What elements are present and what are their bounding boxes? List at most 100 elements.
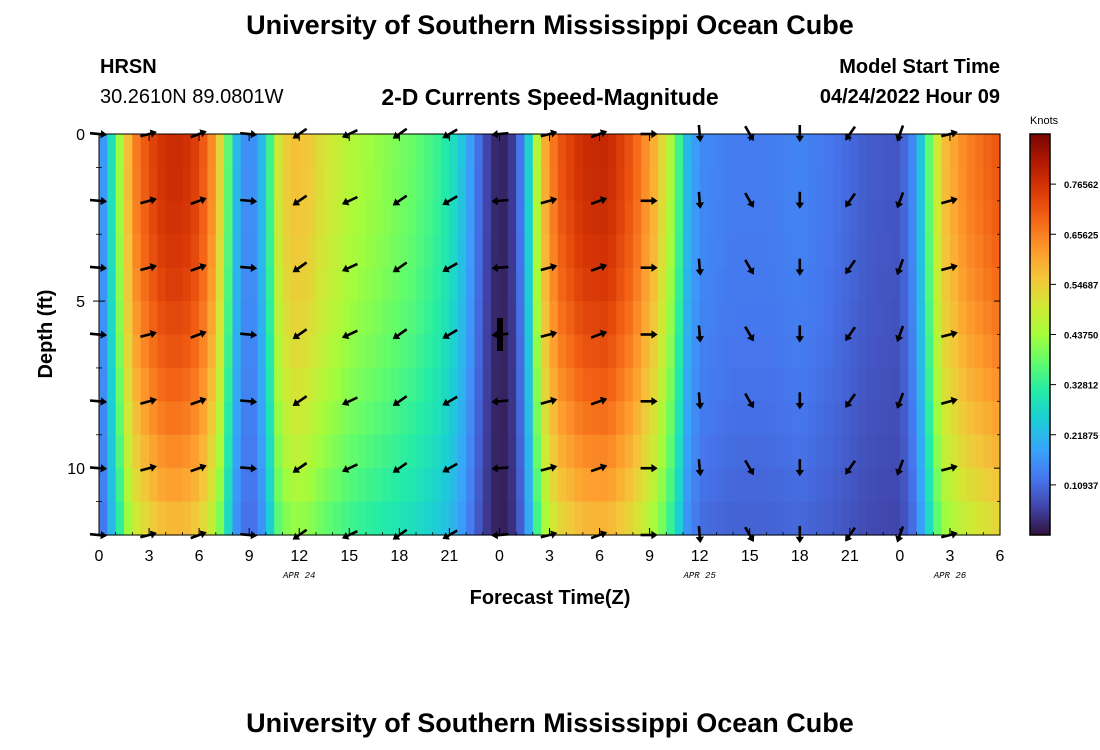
heatmap-cell (624, 267, 634, 302)
heatmap-cell (624, 234, 634, 269)
heatmap-cell (774, 167, 784, 202)
heatmap-cell (966, 267, 976, 302)
heatmap-cell (307, 501, 317, 536)
current-vector-arrow (695, 258, 704, 276)
heatmap-cell (99, 334, 108, 369)
current-vector-arrow (392, 528, 408, 540)
heatmap-cell (157, 134, 167, 169)
heatmap-cell (324, 501, 334, 536)
heatmap-cell (808, 167, 818, 202)
heatmap-cell (783, 367, 793, 402)
heatmap-cell (357, 434, 367, 469)
heatmap-cell (899, 234, 909, 269)
x-tick-label: 0 (95, 548, 104, 565)
heatmap-cell (274, 434, 284, 469)
heatmap-cell (491, 501, 501, 536)
heatmap-cell (449, 234, 459, 269)
heatmap-cell (441, 434, 450, 469)
heatmap-cell (299, 234, 309, 269)
heatmap-cell (949, 401, 959, 436)
heatmap-cell (699, 334, 709, 369)
current-vector-arrow (640, 397, 658, 406)
heatmap-cell (841, 367, 851, 402)
current-vector-arrow (540, 263, 558, 272)
heatmap-cell (466, 234, 476, 269)
heatmap-cell (966, 301, 976, 336)
heatmap-cell (649, 200, 659, 235)
heatmap-cell (157, 200, 167, 235)
heatmap-cell (849, 134, 859, 169)
heatmap-cell (933, 434, 943, 469)
x-tick-label: 21 (440, 548, 458, 565)
heatmap-cell (199, 334, 209, 369)
heatmap-cell (783, 267, 793, 302)
heatmap-cell (174, 434, 184, 469)
current-vector-arrow (392, 261, 408, 273)
heatmap-cell (641, 200, 651, 235)
heatmap-cell (933, 234, 943, 269)
colorbar-tick-label: 0.76562 (1064, 180, 1098, 191)
heatmap-cell (541, 134, 551, 169)
heatmap-cell (499, 301, 509, 336)
heatmap-cell (474, 434, 484, 469)
heatmap-cell (190, 401, 200, 436)
heatmap-cell (349, 301, 359, 336)
heatmap-cell (382, 367, 392, 402)
heatmap-cell (541, 200, 551, 235)
heatmap-cell (374, 167, 384, 202)
current-vector-arrow (392, 328, 408, 340)
heatmap-cell (557, 367, 567, 402)
heatmap-cell (574, 200, 584, 235)
heatmap-cell (399, 301, 409, 336)
heatmap-cell (841, 267, 851, 302)
heatmap-cell (107, 434, 117, 469)
current-vector-arrow (491, 397, 509, 406)
heatmap-cell (566, 200, 576, 235)
heatmap-cell (958, 234, 968, 269)
heatmap-cell (315, 267, 325, 302)
heatmap-cell (424, 501, 434, 536)
heatmap-cell (866, 334, 876, 369)
heatmap-cell (149, 267, 158, 302)
heatmap-cell (808, 234, 818, 269)
heatmap-cell (190, 267, 200, 302)
heatmap-cell (566, 134, 576, 169)
heatmap-cell (941, 367, 951, 402)
current-vector-arrow (341, 396, 358, 406)
current-vector-arrow (442, 529, 458, 540)
heatmap-cell (641, 468, 651, 503)
heatmap-cell (833, 200, 843, 235)
heatmap-cell (991, 434, 1001, 469)
heatmap-cell (190, 367, 200, 402)
heatmap-cell (157, 501, 167, 536)
heatmap-cell (499, 167, 509, 202)
heatmap-cell (207, 301, 217, 336)
heatmap-cell (399, 167, 409, 202)
heatmap-cell (649, 434, 659, 469)
heatmap-cell (282, 501, 292, 536)
heatmap-cell (607, 200, 617, 235)
heatmap-cell (399, 134, 409, 169)
heatmap-cell (240, 501, 250, 536)
heatmap-cell (824, 267, 834, 302)
heatmap-cell (532, 367, 542, 402)
heatmap-cell (816, 401, 826, 436)
heatmap-cell (432, 167, 442, 202)
heatmap-cell (124, 367, 133, 402)
heatmap-cell (249, 468, 259, 503)
heatmap-cell (958, 167, 968, 202)
heatmap-cell (758, 468, 767, 503)
heatmap-cell (574, 234, 584, 269)
heatmap-cell (466, 367, 476, 402)
heatmap-cell (841, 501, 851, 536)
heatmap-cell (457, 501, 467, 536)
heatmap-cell (174, 267, 184, 302)
heatmap-cell (432, 401, 442, 436)
heatmap-cell (616, 434, 626, 469)
heatmap-cell (140, 367, 150, 402)
heatmap-cell (791, 167, 801, 202)
heatmap-cell (399, 267, 409, 302)
heatmap-cell (257, 434, 267, 469)
heatmap-cell (599, 401, 609, 436)
heatmap-cell (958, 301, 968, 336)
